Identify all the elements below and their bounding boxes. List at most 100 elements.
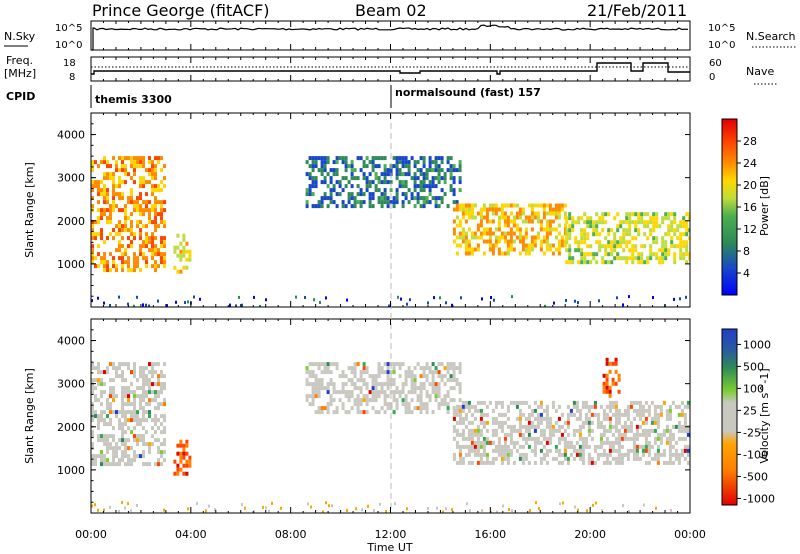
heatmap-cell [163,418,166,423]
heatmap-cell [295,295,297,299]
heatmap-cell [103,410,106,415]
heatmap-cell [335,172,339,177]
heatmap-cell [392,204,396,209]
heatmap-cell [458,390,462,395]
heatmap-cell [586,224,590,229]
heatmap-cell [91,160,94,165]
heatmap-cell [121,426,124,431]
heatmap-cell [479,207,483,212]
heatmap-cell [611,444,615,449]
heatmap-cell [431,160,435,165]
heatmap-cell [377,374,381,379]
heatmap-cell [311,370,315,375]
heatmap-cell [139,248,142,253]
heatmap-cell [611,448,615,453]
heatmap-cell [91,256,94,261]
heatmap-cell [503,412,507,417]
heatmap-cell [136,410,139,415]
heatmap-cell [395,406,399,411]
heatmap-cell [611,424,615,429]
heatmap-cell [308,156,312,161]
heatmap-cell [112,394,115,399]
heatmap-cell [154,264,157,269]
heatmap-cell [595,240,599,245]
heatmap-cell [329,192,333,197]
heatmap-cell [157,248,160,253]
heatmap-cell [577,508,579,512]
heatmap-cell [130,414,133,419]
heatmap-cell [341,156,345,161]
heatmap-cell [584,436,588,441]
heatmap-cell [308,394,312,399]
heatmap-cell [673,297,675,301]
heatmap-cell [509,239,513,244]
heatmap-cell [350,192,354,197]
heatmap-cell [103,184,106,189]
heatmap-cell [124,216,127,221]
heatmap-cell [139,394,142,399]
heatmap-cell [610,240,614,245]
heatmap-cell [479,420,483,425]
heatmap-cell [163,398,166,403]
heatmap-cell [539,448,543,453]
heatmap-cell [416,184,420,189]
heatmap-cell [458,404,462,409]
heatmap-cell [401,200,405,205]
heatmap-cell [509,424,513,429]
heatmap-cell [407,160,411,165]
heatmap-cell [634,212,638,217]
heatmap-cell [419,398,423,403]
heatmap-cell [392,394,396,399]
heatmap-cell [479,412,483,417]
heatmap-cell [518,215,522,220]
heatmap-cell [521,211,525,216]
heatmap-cell [533,235,537,240]
heatmap-cell [142,370,145,375]
heatmap-cell [356,184,360,189]
heatmap-cell [625,212,629,217]
heatmap-cell [124,386,127,391]
heatmap-cell [380,390,384,395]
heatmap-cell [476,452,480,457]
heatmap-cell [521,243,525,248]
heatmap-cell [118,184,121,189]
heatmap-cell [395,362,399,367]
heatmap-cell [565,240,569,245]
heatmap-cell [163,442,166,447]
heatmap-cell [130,446,133,451]
heatmap-cell [106,220,109,225]
heatmap-cell [628,224,632,229]
heatmap-cell [94,454,97,459]
heatmap-cell [650,428,654,433]
heatmap-cell [614,404,618,409]
heatmap-cell [539,223,543,228]
heatmap-cell [103,256,106,261]
heatmap-cell [503,219,507,224]
heatmap-cell [253,510,255,513]
heatmap-cell [682,220,686,225]
heatmap-cell [350,204,354,209]
heatmap-cell [103,188,106,193]
heatmap-cell [464,412,468,417]
heatmap-cell [314,204,318,209]
heatmap-cell [586,232,590,237]
velocity-colorbar-tick-label: -500 [743,470,768,483]
heatmap-cell [112,390,115,395]
heatmap-cell [311,362,315,367]
heatmap-cell [91,236,94,241]
heatmap-cell [638,424,642,429]
heatmap-cell [151,434,154,439]
heatmap-cell [326,386,330,391]
heatmap-cell [109,232,112,237]
heatmap-cell [476,460,480,465]
heatmap-cell [142,366,145,371]
heatmap-cell [353,374,357,379]
heatmap-cell [583,220,587,225]
heatmap-cell [145,378,148,383]
heatmap-cell [332,188,336,193]
time-xlabel: Time UT [366,541,412,554]
heatmap-cell [130,164,133,169]
heatmap-cell [509,231,513,236]
velocity-heatmap [91,357,690,513]
heatmap-cell [443,192,447,197]
